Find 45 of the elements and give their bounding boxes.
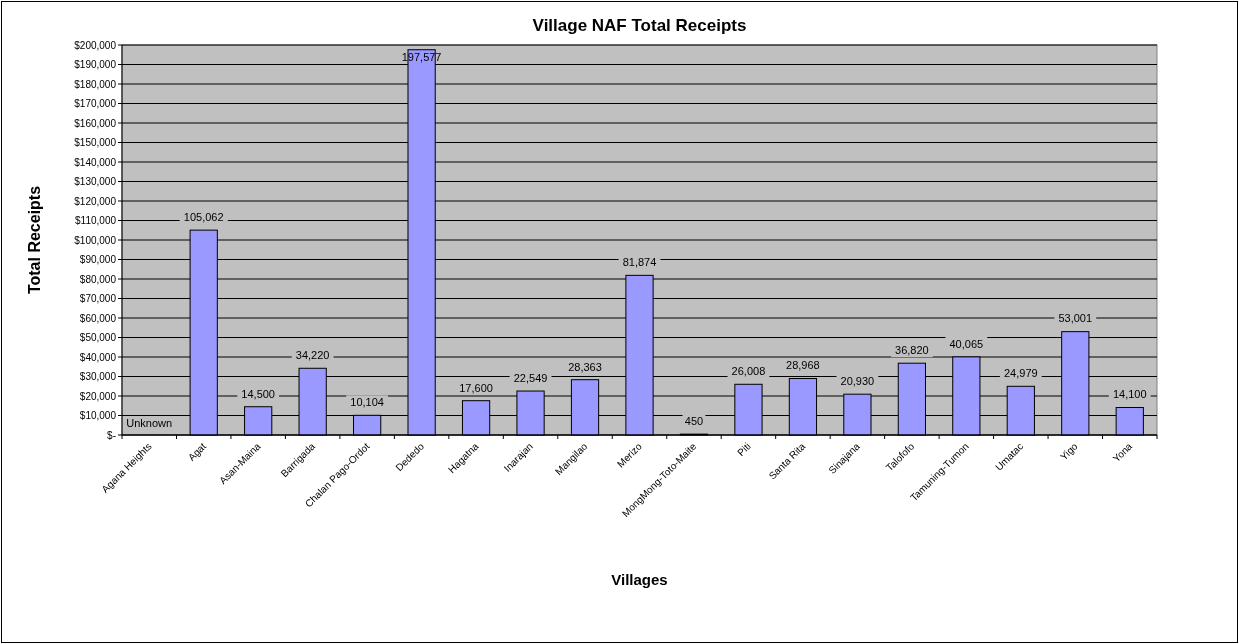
y-tick-label: $10,000 <box>79 410 117 421</box>
y-tick-label: $140,000 <box>74 156 117 168</box>
x-tick-label: Yona <box>1110 440 1135 465</box>
y-tick-label: $40,000 <box>79 351 117 363</box>
chart-title: Village NAF Total Receipts <box>532 16 747 35</box>
x-tick-label: Piti <box>735 440 753 459</box>
data-label: 105,062 <box>183 210 224 223</box>
y-tick-label: $190,000 <box>74 59 117 70</box>
data-label: 22,549 <box>513 371 548 384</box>
y-tick-label: $160,000 <box>74 117 117 129</box>
y-tick-label: $- <box>107 429 116 441</box>
y-tick-label: $60,000 <box>79 312 117 324</box>
y-tick-label: $70,000 <box>79 293 117 304</box>
y-axis-title: Total Receipts <box>26 185 43 295</box>
data-label: 450 <box>684 414 704 427</box>
data-label: 28,968 <box>786 359 820 372</box>
data-label: 53,001 <box>1058 312 1093 325</box>
data-label: 36,820 <box>895 344 929 357</box>
x-tick-label: Yigo <box>1058 440 1080 463</box>
y-tick-label: $20,000 <box>79 390 117 402</box>
x-axis-title: Villages <box>611 571 668 588</box>
y-tick-label: $110,000 <box>75 215 117 226</box>
y-tick-label: $150,000 <box>74 137 117 148</box>
data-label: 10,104 <box>350 396 384 409</box>
data-label: 17,600 <box>459 381 493 394</box>
y-tick-label: $200,000 <box>74 39 117 51</box>
y-tick-label: $180,000 <box>74 78 117 90</box>
data-label: 14,100 <box>1112 388 1147 401</box>
y-tick-label: $80,000 <box>79 273 117 285</box>
data-label: 34,220 <box>295 349 330 362</box>
data-label: 81,874 <box>622 256 657 269</box>
y-tick-label: $30,000 <box>79 371 117 382</box>
data-label: 14,500 <box>241 387 276 400</box>
y-tick-label: $170,000 <box>74 98 117 109</box>
data-label: 40,065 <box>949 337 984 350</box>
y-tick-label: $100,000 <box>74 234 117 246</box>
y-tick-label: $90,000 <box>79 254 117 265</box>
data-label: 28,363 <box>568 360 602 373</box>
y-tick-label: $120,000 <box>74 195 117 207</box>
data-label: 20,930 <box>840 375 875 388</box>
data-label: 26,008 <box>731 365 766 378</box>
data-label: 24,979 <box>1003 367 1038 380</box>
text: Unknown <box>126 417 173 429</box>
y-tick-label: $50,000 <box>79 332 117 343</box>
y-tick-label: $130,000 <box>74 176 117 187</box>
